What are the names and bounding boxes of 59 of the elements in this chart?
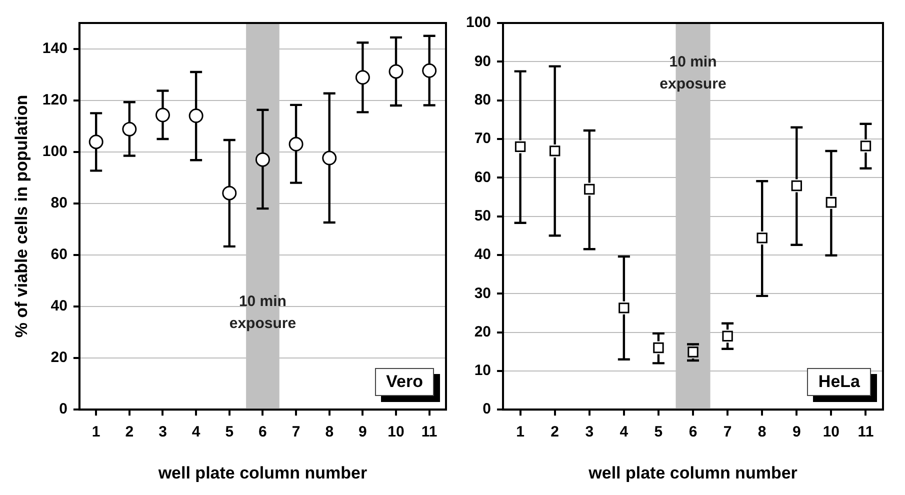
annotation: HeLa: [807, 368, 871, 396]
y-tick-label: 30: [474, 284, 492, 302]
y-tick-label: 70: [474, 130, 492, 148]
point: [549, 146, 560, 156]
x-tick-label: 7: [723, 424, 732, 441]
x-tick-label: 5: [225, 424, 234, 441]
y-tick-label: 80: [474, 91, 492, 108]
y-tick-label: 80: [50, 194, 68, 212]
point: [860, 140, 872, 152]
x-tick-label: 2: [550, 424, 560, 441]
y-tick-label: 40: [474, 246, 492, 264]
x-tick-label: 10: [822, 424, 840, 441]
x-tick-label: 9: [792, 424, 801, 441]
x-tick-label: 7: [292, 424, 300, 441]
x-tick-label: 11: [858, 424, 874, 441]
y-tick-label: 60: [474, 168, 492, 186]
y-tick-label: 90: [474, 52, 492, 70]
x-axis-title: well plate column number: [157, 463, 368, 482]
x-tick-label: 11: [421, 424, 438, 441]
point: [584, 184, 595, 195]
point: [618, 302, 630, 314]
y-tick-label: 140: [42, 40, 68, 57]
point: [514, 141, 526, 152]
x-tick-label: 1: [92, 424, 100, 441]
annotation: Vero: [375, 368, 434, 396]
y-tick-label: 20: [50, 349, 68, 366]
x-tick-label: 10: [388, 424, 404, 441]
x-tick-label: 8: [758, 424, 766, 441]
y-tick-label: 100: [466, 14, 492, 32]
y-tick-label: 100: [42, 143, 68, 160]
x-tick-label: 8: [325, 424, 334, 441]
x-tick-label: 2: [125, 424, 134, 441]
point: [255, 152, 270, 167]
x-tick-label: 9: [358, 424, 367, 441]
point: [791, 180, 802, 192]
x-tick-label: 1: [516, 424, 524, 441]
x-tick-label: 4: [620, 424, 629, 441]
x-axis-title: well plate column number: [588, 463, 798, 482]
y-tick-label: 120: [42, 91, 68, 108]
point: [722, 330, 733, 342]
band-label: 10 min exposure: [229, 293, 296, 332]
y-tick-label: 10: [474, 362, 492, 380]
point: [653, 342, 664, 354]
x-tick-label: 5: [654, 424, 663, 441]
point: [826, 197, 837, 208]
y-tick-label: 0: [59, 400, 68, 418]
y-tick-label: 50: [474, 207, 492, 224]
x-tick-label: 6: [258, 424, 267, 441]
y-tick-label: 0: [482, 400, 492, 418]
point: [756, 232, 768, 244]
y-tick-label: 40: [50, 298, 68, 315]
y-tick-label: 20: [474, 323, 492, 340]
band-label: 10 min exposure: [660, 53, 726, 92]
x-tick-label: 4: [192, 424, 201, 441]
x-tick-label: 3: [585, 424, 594, 441]
x-tick-label: 6: [688, 424, 698, 441]
x-tick-label: 3: [158, 424, 167, 441]
y-tick-label: 60: [50, 246, 68, 264]
y-axis-title: % of viable cells in population: [12, 94, 31, 338]
